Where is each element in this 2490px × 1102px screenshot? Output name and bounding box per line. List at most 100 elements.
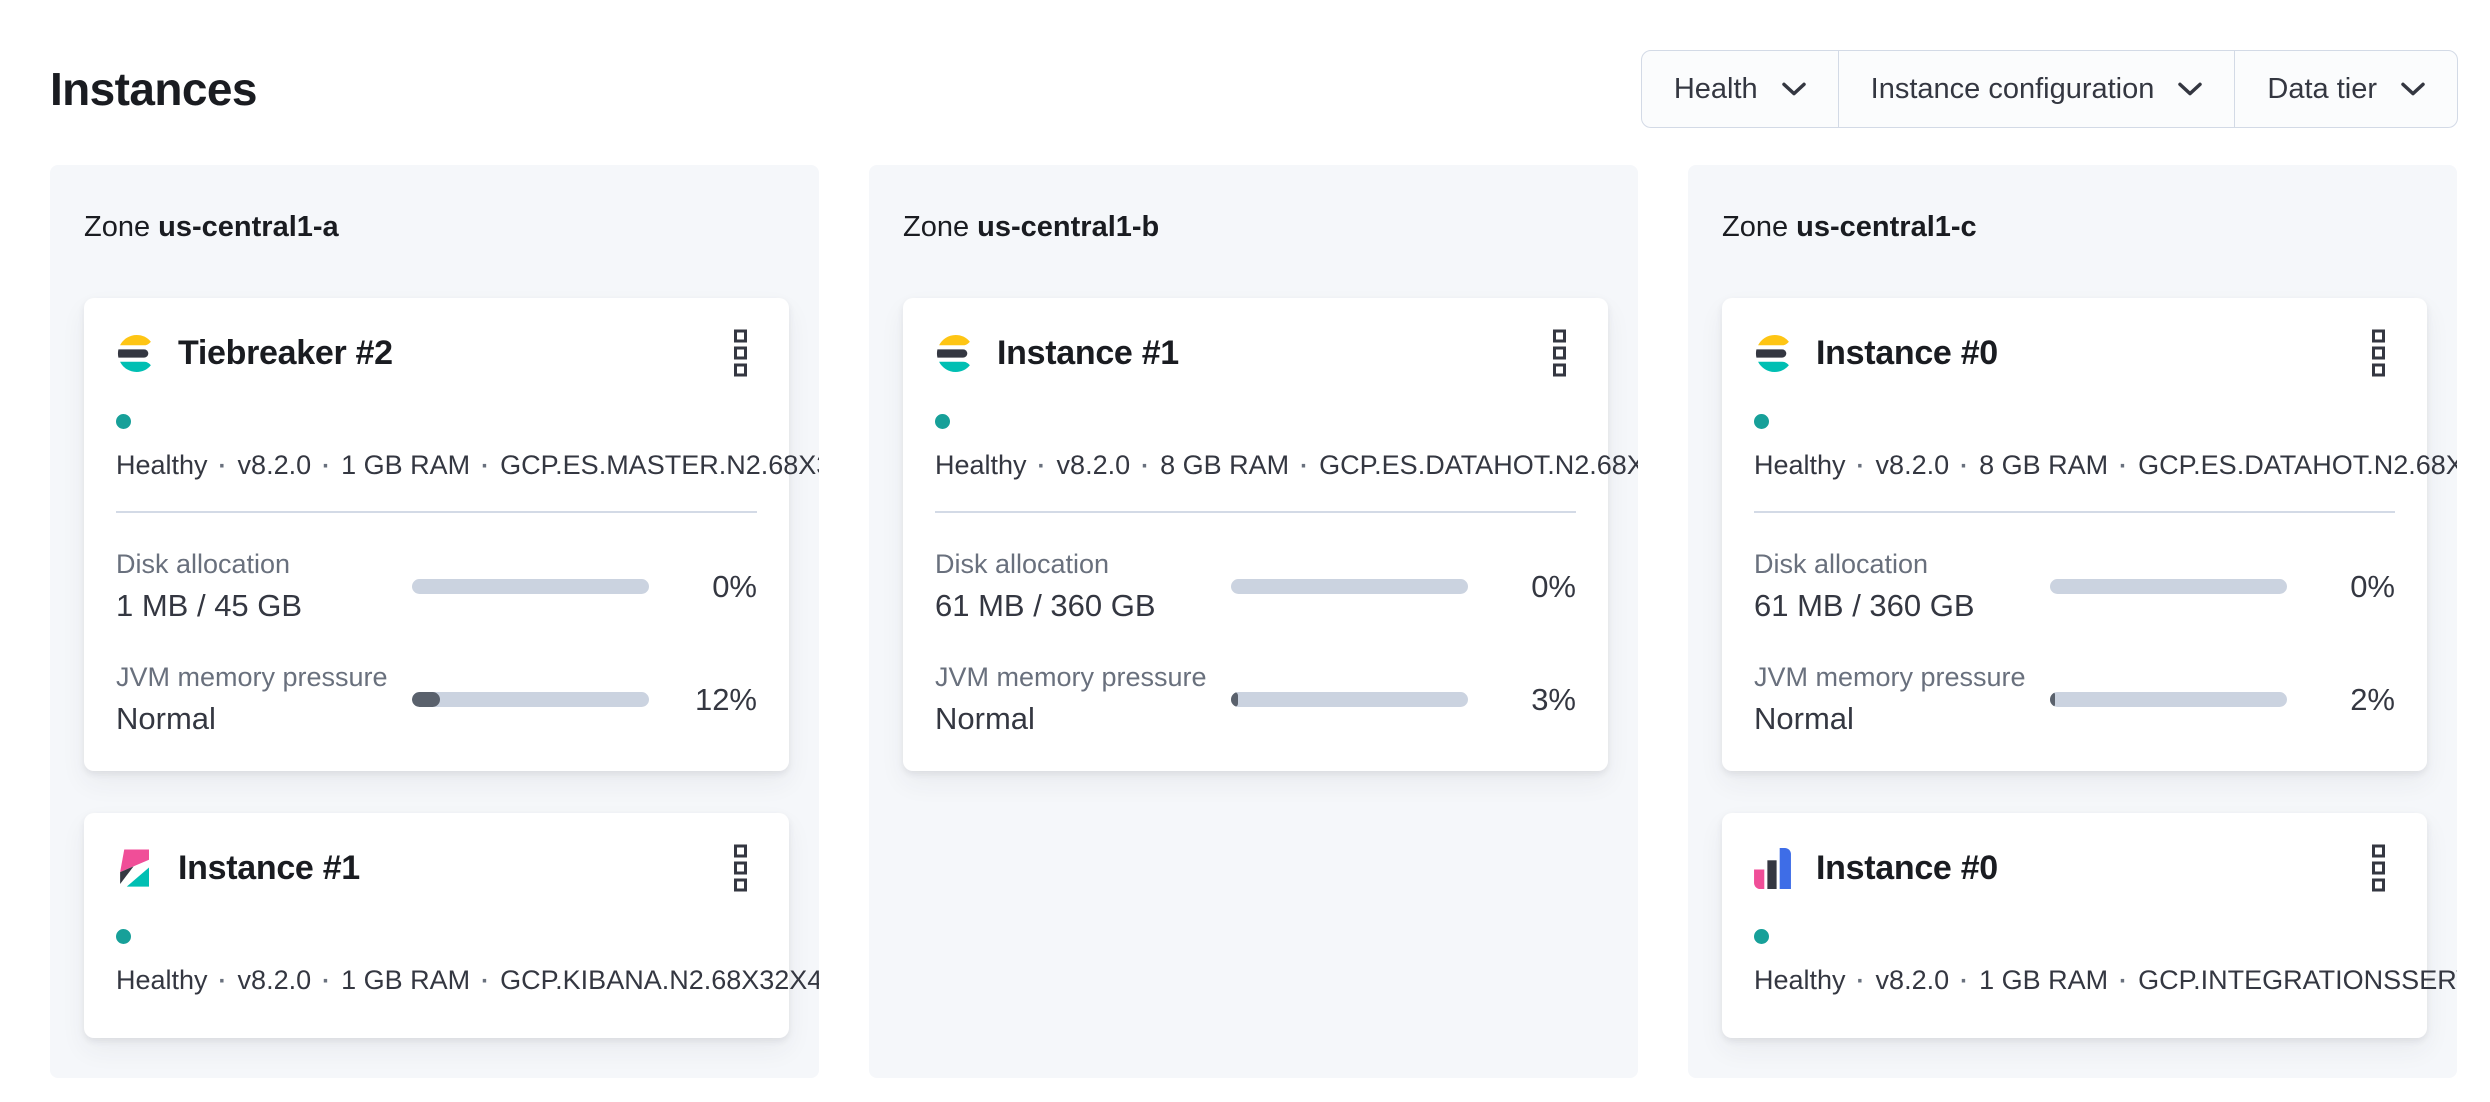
kebab-menu-icon — [734, 329, 747, 377]
health-status-dot — [1754, 414, 1769, 429]
instance-card: Instance #0 Healthy · v8.2.0 · 8 GB RAM · GCP.… — [1722, 298, 2457, 771]
instance-card-header: Instance #1 — [116, 844, 757, 892]
zone-label: Zone us-central1-b — [903, 211, 1608, 244]
filter-button-instance-configuration[interactable]: Instance configuration — [1839, 51, 2236, 127]
metric-value: 1 MB / 45 GB — [116, 588, 303, 623]
progress-bar — [2050, 579, 2287, 594]
page-header: Instances Health Instance configuration … — [0, 0, 2490, 165]
instance-card-header: Tiebreaker #2 — [116, 329, 757, 377]
metric-label: Disk allocation — [1754, 549, 1929, 579]
status-segment: Healthy — [1754, 965, 1846, 995]
zone-panel-us-central1-b: Zone us-central1-b Instance #1 Healthy · v… — [869, 165, 1638, 1078]
progress-bar-fill — [2050, 692, 2055, 707]
kibana-logo-icon — [116, 849, 158, 887]
filter-button-data-tier[interactable]: Data tier — [2235, 51, 2457, 127]
status-segment: Healthy — [935, 450, 1027, 480]
progress-bar — [1231, 692, 1468, 707]
instance-card-header: Instance #0 — [1754, 844, 2395, 892]
separator-dot: · — [1037, 453, 1046, 480]
zone-cards: Tiebreaker #2 Healthy · v8.2.0 · 1 GB RAM · GC… — [84, 298, 819, 1038]
status-segment: v8.2.0 — [1875, 965, 1950, 995]
instance-card: Instance #0 Healthy · v8.2.0 · 1 GB RAM · GCP.… — [1722, 813, 2457, 1038]
status-segment: 1 GB RAM — [341, 965, 471, 995]
separator-dot: · — [1960, 968, 1969, 995]
kebab-menu-button[interactable] — [2368, 837, 2389, 900]
status-segment: 8 GB RAM — [1979, 450, 2109, 480]
instance-card-header: Instance #1 — [935, 329, 1576, 377]
instance-title: Tiebreaker #2 — [178, 333, 393, 372]
metric-percent: 0% — [1531, 568, 1576, 604]
separator-dot: · — [322, 453, 331, 480]
status-segment: Healthy — [116, 450, 208, 480]
chevron-down-icon — [2401, 82, 2425, 96]
kebab-menu-button[interactable] — [730, 322, 751, 385]
zone-cards: Instance #0 Healthy · v8.2.0 · 8 GB RAM · GCP.… — [1722, 298, 2457, 1038]
elasticsearch-logo-icon — [935, 334, 977, 372]
status-segment: GCP.ES.DATAHOT.N2.68X32X45 — [2138, 450, 2457, 480]
metric-percent: 0% — [2350, 568, 2395, 604]
integrations-server-logo-icon — [1754, 847, 1796, 889]
metric-label: Disk allocation — [935, 549, 1110, 579]
elasticsearch-logo-icon — [1754, 334, 1796, 372]
kebab-menu-button[interactable] — [730, 837, 751, 900]
divider — [1754, 511, 2395, 513]
kebab-menu-button[interactable] — [1549, 322, 1570, 385]
zone-cards: Instance #1 Healthy · v8.2.0 · 8 GB RAM · GCP.… — [903, 298, 1638, 771]
zone-panel-us-central1-c: Zone us-central1-c Instance #0 Healthy · v… — [1688, 165, 2457, 1078]
metric-row: Disk allocation 61 MB / 360 GB 0% — [1754, 549, 2395, 624]
metric-label: Disk allocation — [116, 549, 291, 579]
separator-dot: · — [218, 968, 227, 995]
elasticsearch-logo-icon — [116, 334, 158, 372]
instance-status-line: Healthy · v8.2.0 · 8 GB RAM · GCP.ES.DATAHOT.N… — [935, 398, 1638, 489]
zone-name: us-central1-a — [158, 211, 339, 243]
separator-dot: · — [2119, 453, 2128, 480]
metric-value: Normal — [116, 701, 216, 736]
instance-status-line: Healthy · v8.2.0 · 1 GB RAM · GCP.INTEGRATIONS… — [1754, 913, 2457, 1004]
status-segment: 1 GB RAM — [341, 450, 471, 480]
metric-label: JVM memory pressure — [1754, 662, 2026, 692]
instance-title: Instance #1 — [997, 333, 1179, 372]
separator-dot: · — [218, 453, 227, 480]
kebab-menu-icon — [734, 844, 747, 892]
chevron-down-icon — [2178, 82, 2203, 96]
kebab-menu-icon — [1553, 329, 1566, 377]
metric-label: JVM memory pressure — [116, 662, 388, 692]
chevron-down-icon — [1781, 82, 1806, 96]
health-status-dot — [116, 414, 131, 429]
separator-dot: · — [1960, 453, 1969, 480]
metric-value: 61 MB / 360 GB — [1754, 588, 1975, 623]
health-status-dot — [935, 414, 950, 429]
metric-row: Disk allocation 61 MB / 360 GB 0% — [935, 549, 1576, 624]
status-segment: GCP.ES.MASTER.N2.68X32X45 — [500, 450, 819, 480]
separator-dot: · — [481, 968, 490, 995]
filter-button-health[interactable]: Health — [1642, 51, 1839, 127]
instance-title: Instance #0 — [1816, 848, 1998, 887]
status-segment: Healthy — [116, 965, 208, 995]
instance-card: Instance #1 Healthy · v8.2.0 · 8 GB RAM · GCP.… — [903, 298, 1638, 771]
zone-label: Zone us-central1-a — [84, 211, 789, 244]
instance-status-line: Healthy · v8.2.0 · 1 GB RAM · GCP.ES.MASTER.N2… — [116, 398, 819, 489]
instance-status-line: Healthy · v8.2.0 · 1 GB RAM · GCP.KIBANA.N2.68… — [116, 913, 819, 1004]
metric-label: JVM memory pressure — [935, 662, 1207, 692]
instance-status-line: Healthy · v8.2.0 · 8 GB RAM · GCP.ES.DATAHOT.N… — [1754, 398, 2457, 489]
status-segment: v8.2.0 — [237, 965, 312, 995]
zone-panel-us-central1-a: Zone us-central1-a Tiebreaker #2 Healthy… — [50, 165, 819, 1078]
kebab-menu-button[interactable] — [2368, 322, 2389, 385]
status-segment: v8.2.0 — [237, 450, 312, 480]
separator-dot: · — [322, 968, 331, 995]
zone-label-prefix: Zone — [84, 211, 151, 243]
instance-title: Instance #1 — [178, 848, 360, 887]
instance-title: Instance #0 — [1816, 333, 1998, 372]
instance-card: Tiebreaker #2 Healthy · v8.2.0 · 1 GB RAM · GC… — [84, 298, 819, 771]
separator-dot: · — [1856, 968, 1865, 995]
health-status-dot — [1754, 929, 1769, 944]
filter-label: Health — [1673, 72, 1758, 105]
instance-metrics: Disk allocation 61 MB / 360 GB 0% JVM me… — [1754, 549, 2395, 737]
metric-row: JVM memory pressure Normal 12% — [116, 662, 757, 737]
divider — [935, 511, 1576, 513]
metric-row: Disk allocation 1 MB / 45 GB 0% — [116, 549, 757, 624]
page-title: Instances — [50, 63, 257, 115]
metric-percent: 12% — [694, 681, 757, 717]
progress-bar — [2050, 692, 2287, 707]
